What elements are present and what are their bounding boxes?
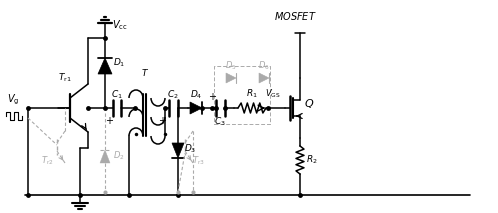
Text: $D_3$: $D_3$ [184,143,196,155]
Text: $MOSFET$: $MOSFET$ [274,10,316,22]
Text: $T_{\rm r2}$: $T_{\rm r2}$ [41,155,53,167]
Polygon shape [259,73,269,83]
Text: $D_6$: $D_6$ [258,60,270,72]
Polygon shape [172,143,184,158]
Text: $D_4$: $D_4$ [190,89,202,101]
Polygon shape [226,73,236,83]
Polygon shape [98,58,112,74]
Text: $C_3$: $C_3$ [214,116,226,128]
Text: $C_2$: $C_2$ [167,89,179,101]
Text: $T_{\rm r1}$: $T_{\rm r1}$ [58,72,72,84]
Text: $+$: $+$ [106,115,115,127]
Text: $C_1$: $C_1$ [111,89,123,101]
Text: $R_2$: $R_2$ [306,154,318,166]
Text: $D_2$: $D_2$ [113,150,125,162]
Text: $+$: $+$ [209,91,218,102]
Polygon shape [190,102,202,114]
Text: $V_{\rm cc}$: $V_{\rm cc}$ [112,18,128,32]
Text: $D_1$: $D_1$ [113,57,125,69]
Text: $R_1$: $R_1$ [246,88,258,100]
Text: $Q$: $Q$ [304,96,314,109]
Polygon shape [100,150,110,163]
Text: $V_{\rm GS}$: $V_{\rm GS}$ [265,88,281,100]
Text: $D_5$: $D_5$ [225,60,237,72]
Text: $V_{\rm g}$: $V_{\rm g}$ [7,93,19,107]
Text: $T_{\rm r3}$: $T_{\rm r3}$ [192,155,204,167]
Text: $T$: $T$ [141,66,149,78]
Text: $+$: $+$ [158,115,167,125]
